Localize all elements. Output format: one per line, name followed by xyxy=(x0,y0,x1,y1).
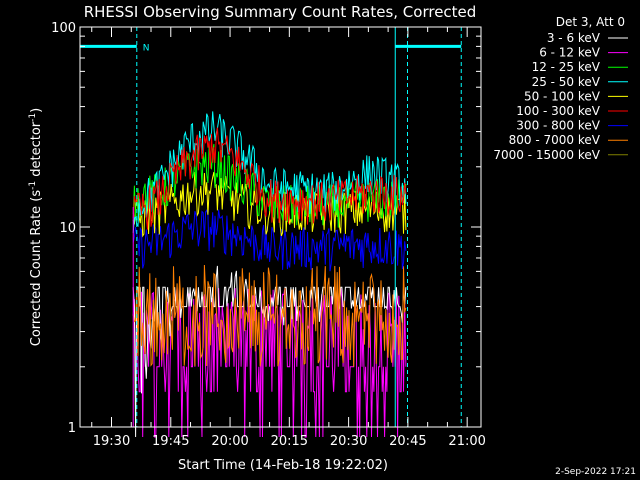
legend-entry-label: 800 - 7000 keV xyxy=(509,133,601,147)
chart-title: RHESSI Observing Summary Count Rates, Co… xyxy=(84,3,477,21)
legend-entry-label: 7000 - 15000 keV xyxy=(493,148,600,162)
legend-entry-label: 300 - 800 keV xyxy=(516,119,600,133)
bar-marker-label: N xyxy=(143,43,150,53)
x-tick-label: 20:45 xyxy=(389,434,426,449)
series-line-800-7000-kev xyxy=(132,264,407,367)
x-tick-label: 20:30 xyxy=(330,434,367,449)
y-axis-label: Corrected Count Rate (s-1 detector-1) xyxy=(28,108,44,346)
legend-entry-label: 12 - 25 keV xyxy=(532,60,601,74)
x-tick-label: 19:30 xyxy=(93,434,130,449)
y-tick-label: 1 xyxy=(68,421,76,436)
y-label-part: Corrected Count Rate (s xyxy=(29,190,44,347)
x-tick-label: 20:15 xyxy=(271,434,308,449)
series-line-300-800-kev xyxy=(132,209,407,272)
y-label-sup: -1 xyxy=(28,181,38,190)
x-tick-label: 21:00 xyxy=(448,434,485,449)
y-tick-label: 10 xyxy=(59,221,76,236)
x-tick-label: 20:00 xyxy=(211,434,248,449)
series-line-6-12-kev xyxy=(132,287,407,438)
x-tick-label: 19:45 xyxy=(152,434,189,449)
legend-entry-label: 3 - 6 keV xyxy=(547,31,601,45)
legend-entry-label: 25 - 50 keV xyxy=(532,75,601,89)
y-label-part: detector xyxy=(29,121,44,181)
x-axis-label: Start Time (14-Feb-18 19:22:02) xyxy=(178,458,388,473)
y-label-sup: -1 xyxy=(28,113,38,122)
y-tick-label: 100 xyxy=(51,21,76,36)
axis-ticks: 1 10 100 19:30 19:45 20:00 20:15 20:30 20:45 21:0… xyxy=(51,21,486,449)
series-line-12-25-kev xyxy=(132,143,407,228)
data-layer: N xyxy=(79,27,462,438)
y-label-part: ) xyxy=(29,108,44,113)
legend-title: Det 3, Att 0 xyxy=(556,15,625,29)
legend-entry-label: 50 - 100 keV xyxy=(524,89,601,103)
legend-entry-label: 6 - 12 keV xyxy=(539,46,601,60)
series-line-50-100-kev xyxy=(132,171,407,238)
series-line-100-300-kev xyxy=(132,127,407,230)
footer-date: 2-Sep-2022 17:21 xyxy=(555,467,636,477)
legend-entry-label: 100 - 300 keV xyxy=(516,104,600,118)
